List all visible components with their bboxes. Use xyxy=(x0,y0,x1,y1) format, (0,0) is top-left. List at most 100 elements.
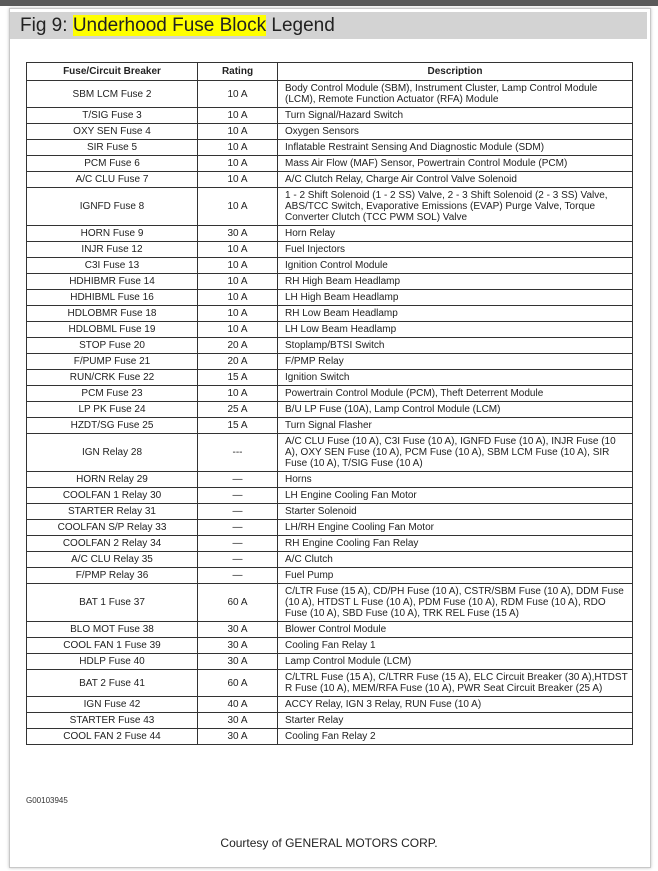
table-row: HDLP Fuse 40 30 A Lamp Control Module (LCM… xyxy=(26,653,633,670)
table-row: COOLFAN 2 Relay 34— RH Engine Cooling Fan… xyxy=(26,535,633,552)
rating-cell: 10 A xyxy=(197,107,278,124)
description-cell: Ignition Control Module xyxy=(277,257,633,274)
table-row: STARTER Fuse 43 30 A Starter Relay xyxy=(26,712,633,729)
fuse-cell: COOL FAN 1 Fuse 39 xyxy=(26,637,198,654)
top-bar xyxy=(0,0,658,6)
description-cell: Starter Solenoid xyxy=(277,503,633,520)
fuse-cell: RUN/CRK Fuse 22 xyxy=(26,369,198,386)
fuse-cell: IGNFD Fuse 8 xyxy=(26,187,198,226)
rating-cell: 10 A xyxy=(197,289,278,306)
table-row: IGN Fuse 42 40 A ACCY Relay, IGN 3 Relay, … xyxy=(26,696,633,713)
fuse-cell: STARTER Fuse 43 xyxy=(26,712,198,729)
rating-cell: — xyxy=(197,519,278,536)
fuse-cell: HORN Relay 29 xyxy=(26,471,198,488)
fuse-cell: BLO MOT Fuse 38 xyxy=(26,621,198,638)
fuse-cell: INJR Fuse 12 xyxy=(26,241,198,258)
table-row: HORN Fuse 9 30 A Horn Relay xyxy=(26,225,633,242)
description-cell: A/C Clutch Relay, Charge Air Control Val… xyxy=(277,171,633,188)
fuse-cell: HDLOBMR Fuse 18 xyxy=(26,305,198,322)
rating-cell: 10 A xyxy=(197,241,278,258)
table-row: BAT 1 Fuse 37 60 A C/LTR Fuse (15 A), CD/P… xyxy=(26,583,633,622)
description-cell: F/PMP Relay xyxy=(277,353,633,370)
title-suffix: Legend xyxy=(266,15,335,36)
fuse-cell: HDHIBMR Fuse 14 xyxy=(26,273,198,290)
fuse-cell: HDHIBML Fuse 16 xyxy=(26,289,198,306)
rating-cell: 15 A xyxy=(197,369,278,386)
table-row: F/PMP Relay 36— Fuel Pump xyxy=(26,567,633,584)
fuse-cell: C3I Fuse 13 xyxy=(26,257,198,274)
fuse-legend-table: Fuse/Circuit Breaker Rating Description … xyxy=(26,62,633,745)
fuse-cell: HZDT/SG Fuse 25 xyxy=(26,417,198,434)
description-cell: RH High Beam Headlamp xyxy=(277,273,633,290)
description-cell: Cooling Fan Relay 1 xyxy=(277,637,633,654)
title-prefix: Fig 9: xyxy=(20,15,73,36)
table-row: C3I Fuse 13 10 A Ignition Control Module xyxy=(26,257,633,274)
header-rating: Rating xyxy=(197,62,278,81)
rating-cell: 40 A xyxy=(197,696,278,713)
fuse-cell: COOL FAN 2 Fuse 44 xyxy=(26,728,198,745)
description-cell: Turn Signal Flasher xyxy=(277,417,633,434)
title-highlight: Underhood Fuse Block xyxy=(72,15,267,36)
rating-cell: 30 A xyxy=(197,621,278,638)
rating-cell: 30 A xyxy=(197,728,278,745)
description-cell: C/LTRL Fuse (15 A), C/LTRR Fuse (15 A), … xyxy=(277,669,633,697)
description-cell: RH Low Beam Headlamp xyxy=(277,305,633,322)
fuse-cell: OXY SEN Fuse 4 xyxy=(26,123,198,140)
rating-cell: 10 A xyxy=(197,257,278,274)
rating-cell: — xyxy=(197,471,278,488)
courtesy-text: Courtesy of GENERAL MOTORS CORP. xyxy=(220,836,438,850)
description-cell: LH Low Beam Headlamp xyxy=(277,321,633,338)
table-row: A/C CLU Fuse 7 10 A A/C Clutch Relay, Char… xyxy=(26,171,633,188)
description-cell: Fuel Pump xyxy=(277,567,633,584)
table-row: A/C CLU Relay 35— A/C Clutch xyxy=(26,551,633,568)
table-row: HDHIBML Fuse 16 10 A LH High Beam Headlamp xyxy=(26,289,633,306)
description-cell: Fuel Injectors xyxy=(277,241,633,258)
rating-cell: --- xyxy=(197,433,278,472)
table-row: HDLOBML Fuse 19 10 A LH Low Beam Headlamp xyxy=(26,321,633,338)
description-cell: Stoplamp/BTSI Switch xyxy=(277,337,633,354)
rating-cell: 60 A xyxy=(197,583,278,622)
description-cell: A/C CLU Fuse (10 A), C3I Fuse (10 A), IG… xyxy=(277,433,633,472)
description-cell: Mass Air Flow (MAF) Sensor, Powertrain C… xyxy=(277,155,633,172)
fuse-cell: SIR Fuse 5 xyxy=(26,139,198,156)
description-cell: LH/RH Engine Cooling Fan Motor xyxy=(277,519,633,536)
table-row: BAT 2 Fuse 41 60 A C/LTRL Fuse (15 A), C/L… xyxy=(26,669,633,697)
rating-cell: 30 A xyxy=(197,225,278,242)
table-row: RUN/CRK Fuse 22 15 A Ignition Switch xyxy=(26,369,633,386)
rating-cell: 10 A xyxy=(197,171,278,188)
rating-cell: — xyxy=(197,487,278,504)
fuse-cell: BAT 2 Fuse 41 xyxy=(26,669,198,697)
fuse-cell: COOLFAN 1 Relay 30 xyxy=(26,487,198,504)
fuse-cell: PCM Fuse 23 xyxy=(26,385,198,402)
fuse-cell: A/C CLU Fuse 7 xyxy=(26,171,198,188)
table-row: F/PUMP Fuse 21 20 A F/PMP Relay xyxy=(26,353,633,370)
description-cell: Starter Relay xyxy=(277,712,633,729)
fuse-cell: IGN Fuse 42 xyxy=(26,696,198,713)
rating-cell: 10 A xyxy=(197,139,278,156)
header-fuse: Fuse/Circuit Breaker xyxy=(26,62,198,81)
table-row: HORN Relay 29— Horns xyxy=(26,471,633,488)
fuse-cell: IGN Relay 28 xyxy=(26,433,198,472)
description-cell: Body Control Module (SBM), Instrument Cl… xyxy=(277,80,633,108)
rating-cell: 10 A xyxy=(197,273,278,290)
rating-cell: 20 A xyxy=(197,353,278,370)
rating-cell: 10 A xyxy=(197,187,278,226)
table-row: COOL FAN 2 Fuse 44 30 A Cooling Fan Relay … xyxy=(26,728,633,745)
description-cell: ACCY Relay, IGN 3 Relay, RUN Fuse (10 A) xyxy=(277,696,633,713)
fuse-cell: COOLFAN 2 Relay 34 xyxy=(26,535,198,552)
description-cell: 1 - 2 Shift Solenoid (1 - 2 SS) Valve, 2… xyxy=(277,187,633,226)
rating-cell: 10 A xyxy=(197,321,278,338)
table-row: BLO MOT Fuse 38 30 A Blower Control Module xyxy=(26,621,633,638)
description-cell: B/U LP Fuse (10A), Lamp Control Module (… xyxy=(277,401,633,418)
description-cell: A/C Clutch xyxy=(277,551,633,568)
table-row: SBM LCM Fuse 2 10 A Body Control Module (S… xyxy=(26,80,633,108)
table-row: STOP Fuse 20 20 A Stoplamp/BTSI Switch xyxy=(26,337,633,354)
figure-title: Fig 9: Underhood Fuse Block Legend xyxy=(20,15,335,37)
rating-cell: — xyxy=(197,503,278,520)
table-row: INJR Fuse 12 10 A Fuel Injectors xyxy=(26,241,633,258)
description-cell: Turn Signal/Hazard Switch xyxy=(277,107,633,124)
rating-cell: 20 A xyxy=(197,337,278,354)
rating-cell: 25 A xyxy=(197,401,278,418)
description-cell: C/LTR Fuse (15 A), CD/PH Fuse (10 A), CS… xyxy=(277,583,633,622)
table-row: HDHIBMR Fuse 14 10 A RH High Beam Headlamp xyxy=(26,273,633,290)
